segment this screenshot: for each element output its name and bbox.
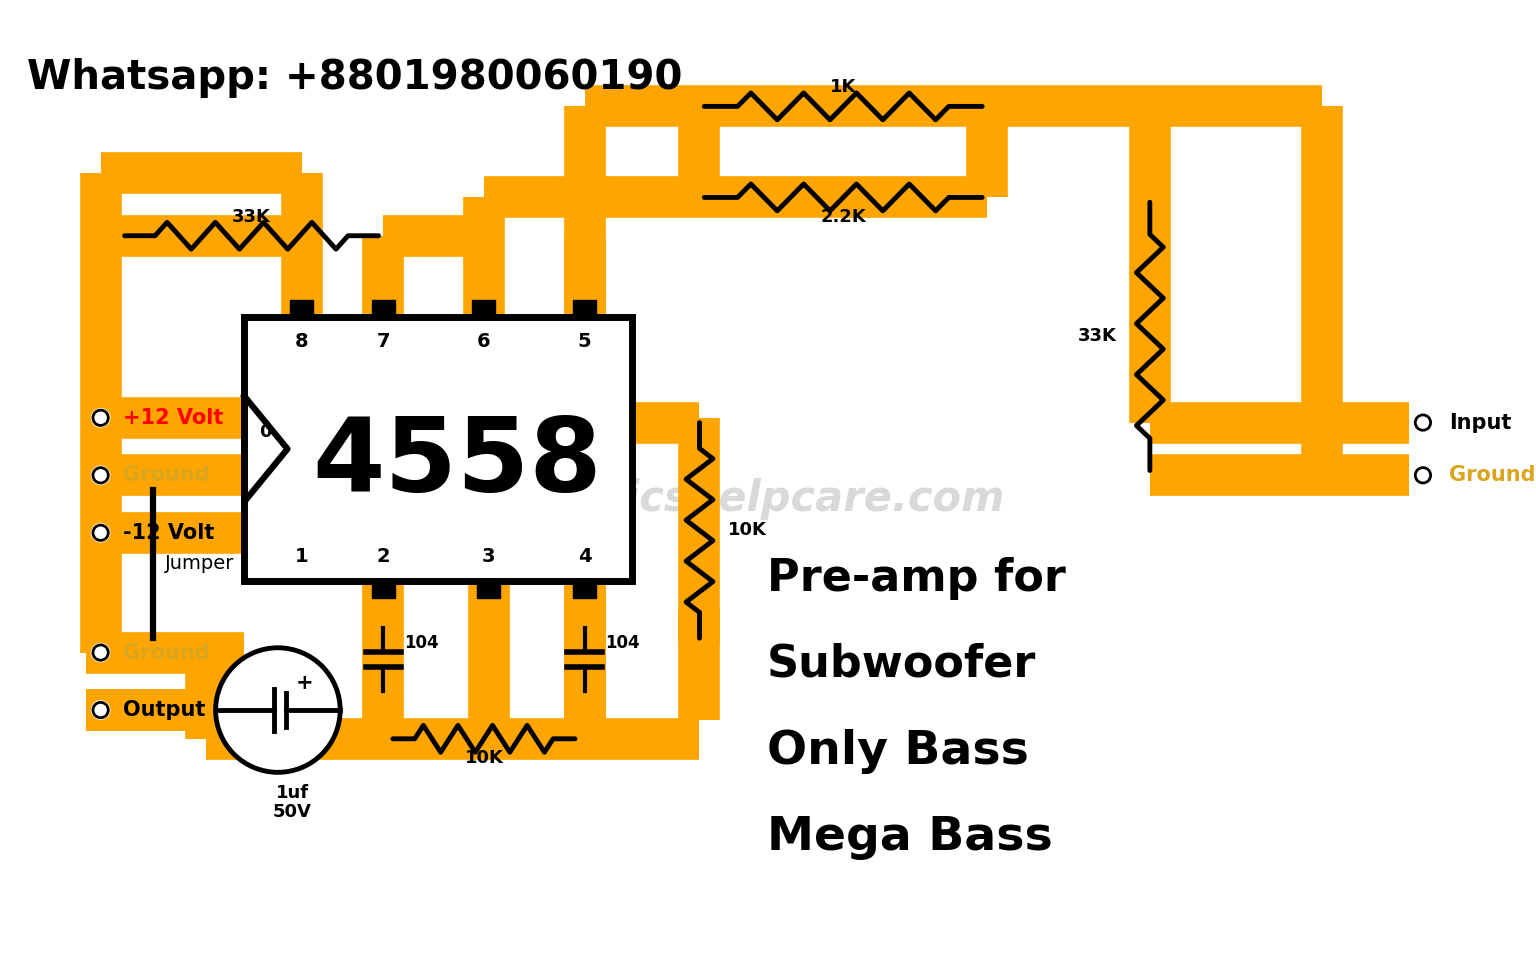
Circle shape	[92, 701, 109, 719]
Text: 1uf: 1uf	[275, 784, 309, 802]
Circle shape	[1413, 414, 1432, 432]
Text: Ground: Ground	[123, 466, 209, 485]
Circle shape	[92, 643, 109, 661]
Bar	[244, 317, 633, 580]
Bar	[290, 300, 313, 319]
Bar	[478, 578, 501, 598]
Text: 8: 8	[295, 332, 309, 351]
Text: 104: 104	[605, 633, 641, 652]
Text: 10K: 10K	[464, 749, 504, 767]
Text: 7: 7	[376, 332, 390, 351]
Text: 3: 3	[482, 548, 496, 566]
Bar	[573, 300, 596, 319]
Text: 4: 4	[578, 548, 591, 566]
Text: 4558: 4558	[313, 413, 602, 514]
Text: Output: Output	[123, 700, 204, 720]
Text: Ground: Ground	[1448, 466, 1536, 485]
Text: 33K: 33K	[1077, 328, 1117, 345]
Text: 33K: 33K	[232, 207, 270, 226]
Text: 1: 1	[295, 548, 309, 566]
Text: +12 Volt: +12 Volt	[123, 408, 223, 428]
Text: electronicshelpcare.com: electronicshelpcare.com	[432, 478, 1006, 521]
Text: Input: Input	[1448, 413, 1511, 433]
Bar	[372, 300, 395, 319]
Text: Pre-amp for: Pre-amp for	[766, 557, 1066, 600]
Bar	[372, 578, 395, 598]
Text: 6: 6	[478, 332, 490, 351]
Text: 2: 2	[376, 548, 390, 566]
Text: -12 Volt: -12 Volt	[123, 522, 214, 543]
Text: Subwoofer: Subwoofer	[766, 643, 1035, 686]
Text: Ground: Ground	[123, 643, 209, 662]
Circle shape	[92, 409, 109, 427]
Text: 2.2K: 2.2K	[820, 207, 866, 226]
Bar	[573, 578, 596, 598]
Text: 5: 5	[578, 332, 591, 351]
Circle shape	[1413, 467, 1432, 484]
Text: Only Bass: Only Bass	[766, 729, 1029, 774]
Text: +: +	[296, 673, 313, 693]
Circle shape	[92, 523, 109, 542]
Circle shape	[215, 648, 339, 772]
Bar	[473, 300, 496, 319]
Text: 1K: 1K	[829, 78, 857, 96]
Text: 10K: 10K	[728, 522, 766, 540]
Text: Mega Bass: Mega Bass	[766, 816, 1052, 861]
Text: Jumper: Jumper	[164, 554, 233, 574]
Text: 104: 104	[404, 633, 439, 652]
Text: 0: 0	[260, 422, 272, 441]
Circle shape	[92, 467, 109, 484]
Text: Whatsapp: +8801980060190: Whatsapp: +8801980060190	[26, 58, 682, 97]
Text: 50V: 50V	[273, 803, 312, 821]
